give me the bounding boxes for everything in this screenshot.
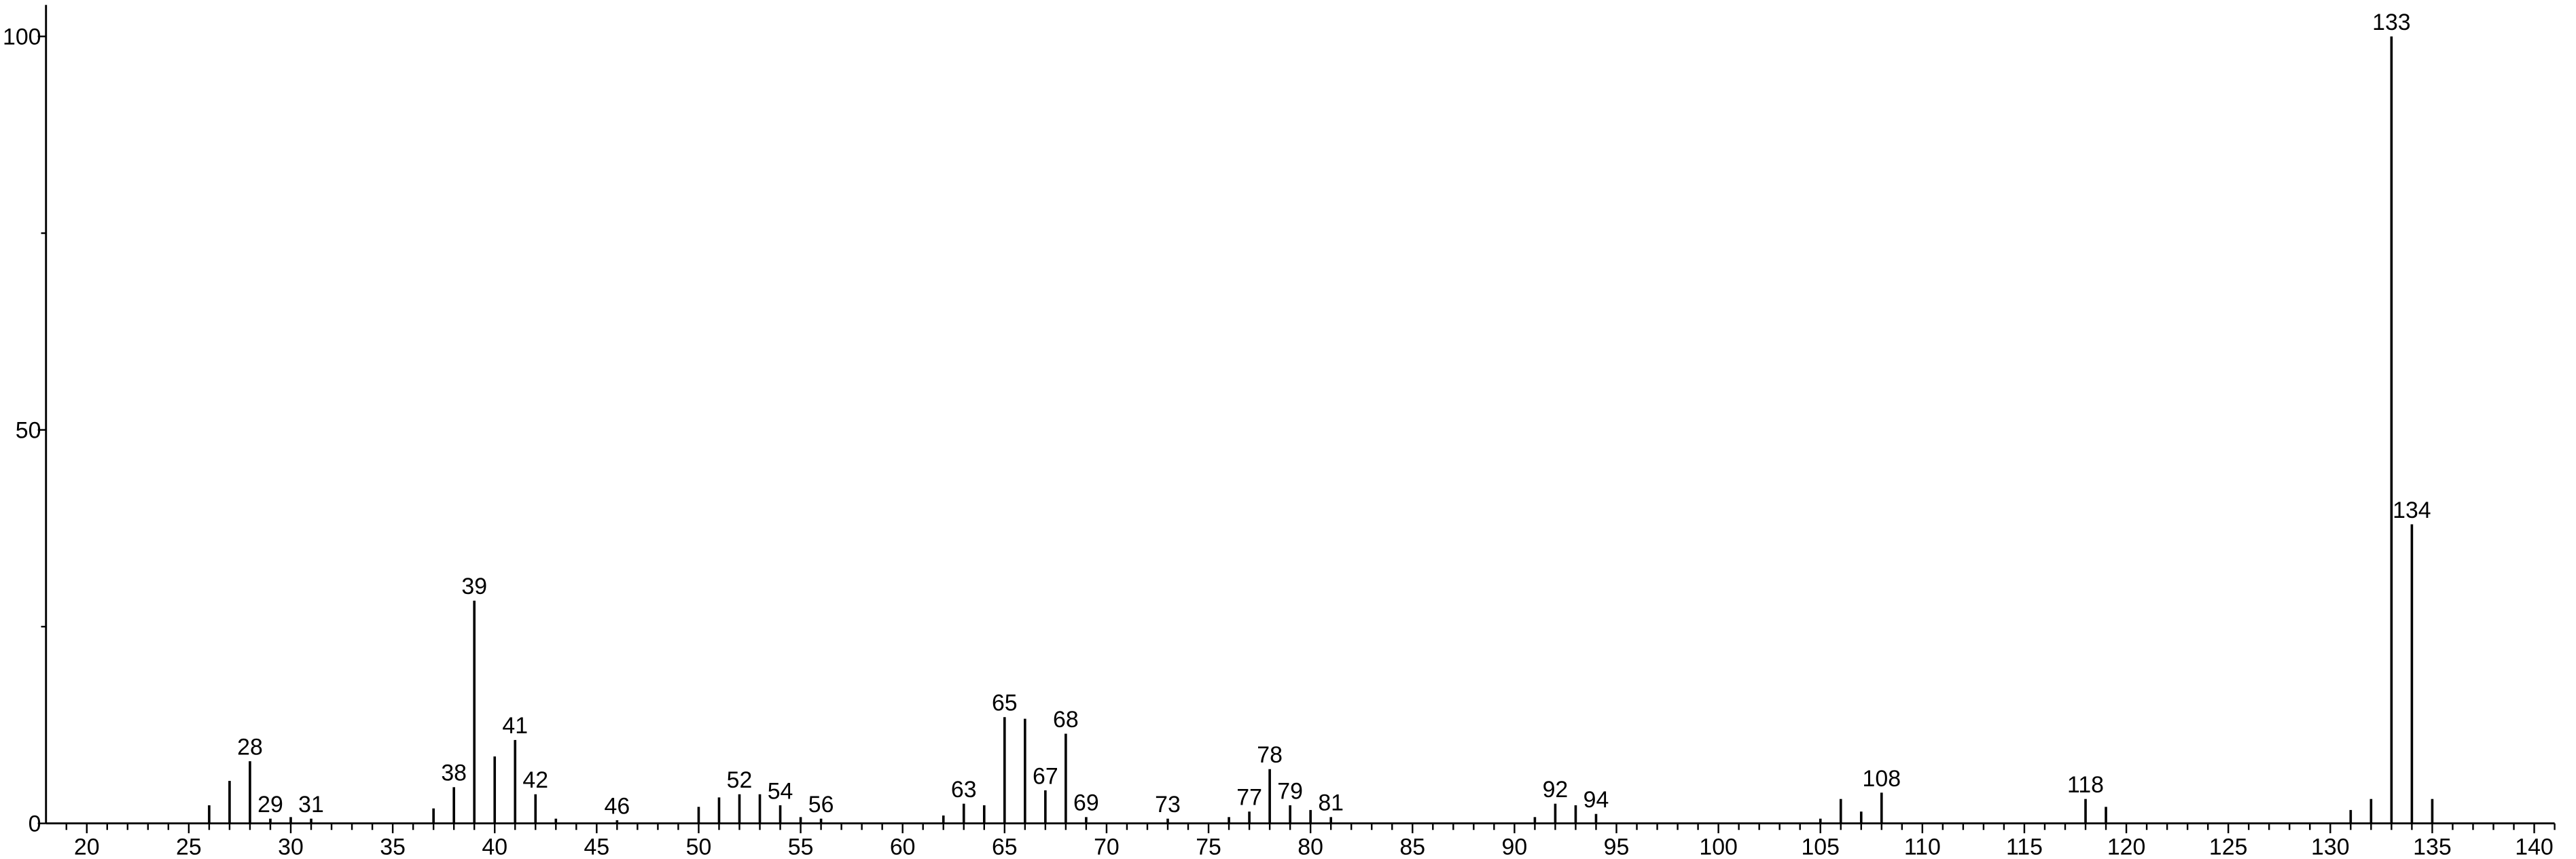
x-tick-label: 125 bbox=[2209, 835, 2247, 859]
peak-label: 65 bbox=[992, 690, 1018, 716]
x-tick-label: 120 bbox=[2107, 835, 2145, 859]
peak-label: 134 bbox=[2393, 497, 2431, 523]
x-tick-label: 95 bbox=[1604, 835, 1630, 859]
peak-label: 68 bbox=[1053, 707, 1079, 733]
x-tick-label: 65 bbox=[992, 835, 1018, 859]
x-tick-label: 50 bbox=[686, 835, 712, 859]
peak-label: 63 bbox=[951, 777, 977, 803]
peak-label: 77 bbox=[1236, 785, 1262, 811]
x-tick-label: 35 bbox=[380, 835, 406, 859]
x-tick-label: 45 bbox=[584, 835, 610, 859]
peak-label: 52 bbox=[727, 767, 753, 793]
x-tick-label: 100 bbox=[1699, 835, 1737, 859]
peak-label: 39 bbox=[461, 574, 487, 599]
y-tick-label: 0 bbox=[29, 811, 41, 837]
x-tick-label: 30 bbox=[278, 835, 304, 859]
x-tick-label: 140 bbox=[2515, 835, 2553, 859]
x-tick-label: 20 bbox=[74, 835, 100, 859]
peak-label: 108 bbox=[1863, 766, 1901, 792]
x-tick-label: 60 bbox=[890, 835, 916, 859]
x-tick-label: 55 bbox=[788, 835, 814, 859]
peak-label: 31 bbox=[298, 792, 324, 818]
x-tick-label: 115 bbox=[2006, 835, 2043, 859]
x-tick-label: 105 bbox=[1801, 835, 1839, 859]
peak-label: 28 bbox=[237, 734, 263, 760]
peak-label: 69 bbox=[1073, 790, 1099, 816]
peak-label: 81 bbox=[1318, 790, 1344, 816]
peak-label: 29 bbox=[257, 792, 283, 818]
x-tick-label: 135 bbox=[2413, 835, 2451, 859]
peak-label: 73 bbox=[1155, 792, 1181, 818]
peak-label: 67 bbox=[1033, 763, 1058, 789]
x-tick-label: 90 bbox=[1502, 835, 1528, 859]
peak-label: 133 bbox=[2372, 10, 2410, 35]
x-tick-label: 130 bbox=[2311, 835, 2349, 859]
y-tick-label: 100 bbox=[3, 24, 41, 50]
x-tick-label: 70 bbox=[1094, 835, 1120, 859]
x-tick-label: 110 bbox=[1904, 835, 1941, 859]
x-tick-label: 40 bbox=[482, 835, 507, 859]
x-tick-label: 25 bbox=[176, 835, 202, 859]
peak-label: 42 bbox=[522, 767, 548, 793]
peak-label: 79 bbox=[1277, 778, 1303, 804]
peak-label: 94 bbox=[1584, 787, 1609, 813]
peak-label: 54 bbox=[768, 778, 793, 804]
peak-label: 56 bbox=[808, 792, 834, 818]
peak-label: 38 bbox=[441, 760, 467, 786]
y-tick-label: 50 bbox=[16, 418, 41, 444]
peak-label: 92 bbox=[1543, 777, 1569, 803]
peak-label: 118 bbox=[2067, 772, 2104, 798]
x-tick-label: 85 bbox=[1399, 835, 1425, 859]
peak-label: 46 bbox=[605, 793, 630, 819]
peak-label: 41 bbox=[502, 713, 528, 739]
x-tick-label: 80 bbox=[1298, 835, 1323, 859]
peak-label: 78 bbox=[1257, 742, 1283, 768]
x-tick-label: 75 bbox=[1196, 835, 1221, 859]
